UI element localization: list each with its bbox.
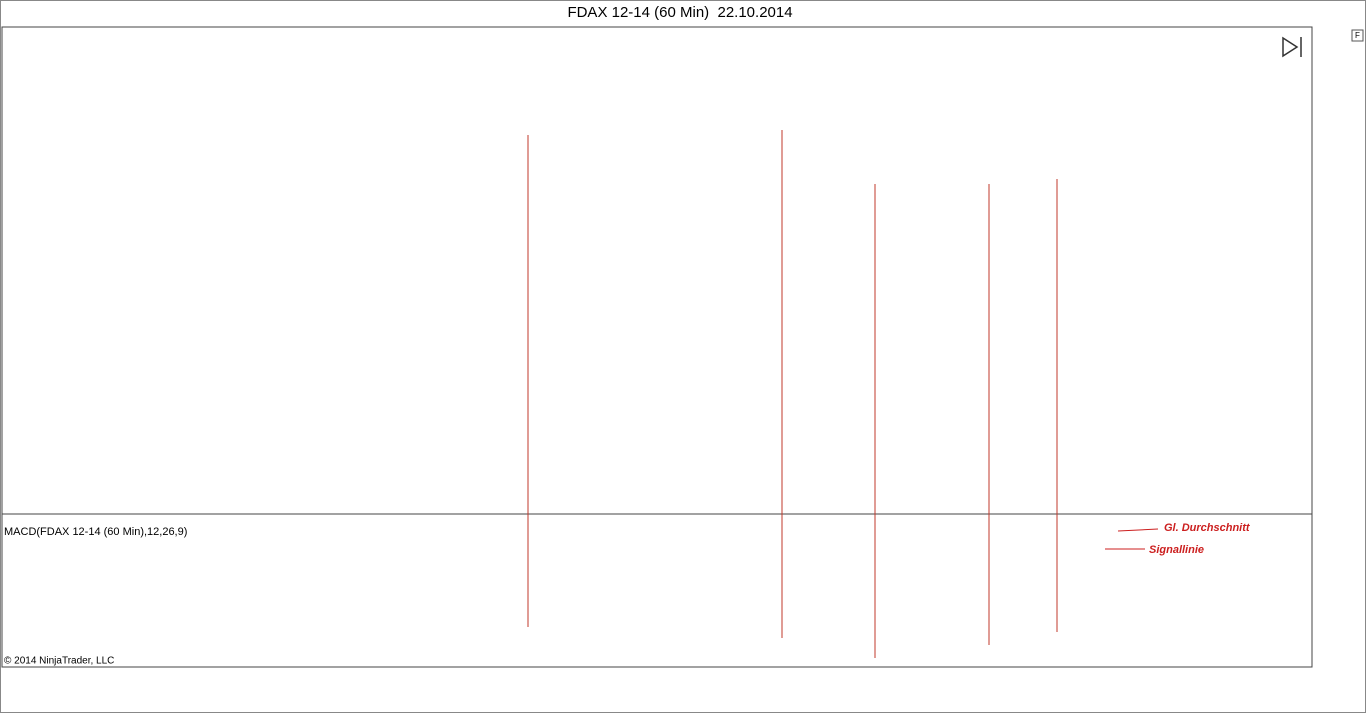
chart-title: FDAX 12-14 (60 Min) 22.10.2014 [567, 4, 792, 21]
f-button[interactable] [1351, 29, 1364, 42]
f-button-label: F [1355, 31, 1360, 40]
legend-label: Gl. Durchschnitt [1164, 522, 1251, 534]
legend-label: Signallinie [1149, 544, 1204, 556]
legend-pointer [1117, 528, 1159, 532]
play-icon [1282, 36, 1299, 58]
scroll-end-icon[interactable] [1282, 36, 1302, 58]
macd-title: MACD(FDAX 12-14 (60 Min),12,26,9) [4, 526, 187, 538]
copyright: © 2014 NinjaTrader, LLC [4, 656, 114, 667]
signal-lines [527, 130, 1058, 658]
